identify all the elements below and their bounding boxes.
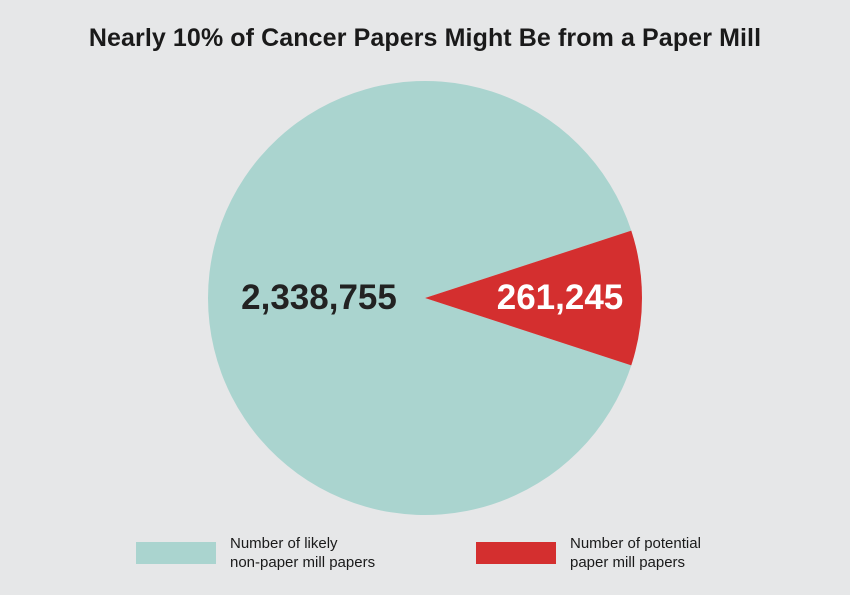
legend-swatch [476,542,556,564]
legend-label: Number of potential paper mill papers [570,535,701,571]
value-label-non-paper-mill: 2,338,755 [241,278,397,317]
pie-slice-paper-mill [425,230,642,366]
chart-title: Nearly 10% of Cancer Papers Might Be fro… [88,24,762,52]
legend-item-paper-mill: Number of potential paper mill papers [476,534,750,572]
pie-slice-non-paper-mill [207,80,632,515]
legend-label: Number of likely non-paper mill papers [230,535,376,571]
value-label-paper-mill: 261,245 [497,278,624,317]
legend-swatch [136,542,216,564]
legend-item-non-paper-mill: Number of likely non-paper mill papers [136,534,410,572]
